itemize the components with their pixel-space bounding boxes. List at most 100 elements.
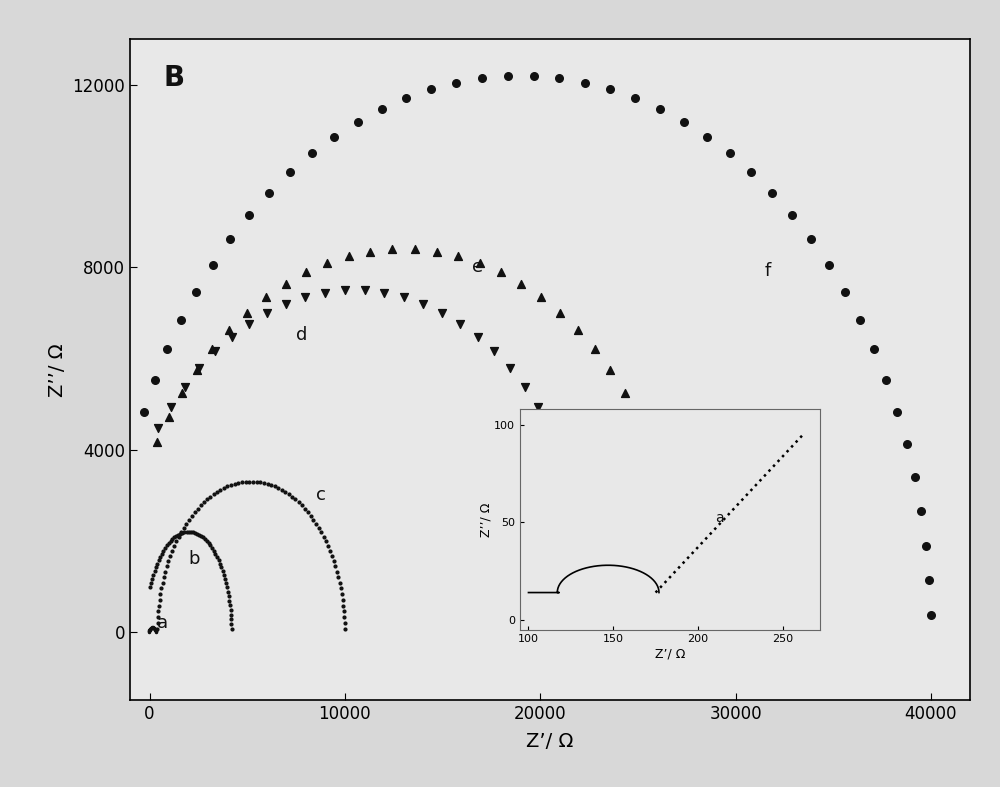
Point xyxy=(147,374,163,386)
Point xyxy=(564,469,580,482)
Point xyxy=(357,284,373,297)
Point xyxy=(502,362,518,375)
Point xyxy=(376,286,392,299)
Point xyxy=(297,291,313,304)
Point xyxy=(803,233,819,246)
Point xyxy=(676,116,692,128)
Point xyxy=(282,166,298,179)
Point xyxy=(676,577,692,589)
Point xyxy=(258,291,274,304)
Point xyxy=(159,343,175,356)
Point xyxy=(362,246,378,258)
Point xyxy=(304,147,320,160)
Text: c: c xyxy=(316,486,325,504)
Point xyxy=(189,364,205,377)
Point xyxy=(923,609,939,622)
Point xyxy=(261,187,277,199)
Point xyxy=(241,209,257,221)
Point xyxy=(319,257,335,269)
X-axis label: Z’/ Ω: Z’/ Ω xyxy=(526,732,574,751)
Point xyxy=(821,258,837,271)
Point xyxy=(630,411,646,423)
Point xyxy=(423,83,439,95)
Point xyxy=(764,187,780,199)
Point xyxy=(570,324,586,337)
Point xyxy=(205,258,221,271)
Point xyxy=(374,102,390,115)
Point xyxy=(188,285,204,297)
Point xyxy=(429,246,445,258)
Point xyxy=(579,520,595,533)
Point xyxy=(174,386,190,399)
Point xyxy=(474,72,490,84)
Y-axis label: Z’’/ Ω: Z’’/ Ω xyxy=(480,502,493,537)
Point xyxy=(396,291,412,304)
Point xyxy=(530,401,546,413)
Point xyxy=(500,70,516,83)
Point xyxy=(434,306,450,319)
Point xyxy=(699,131,715,143)
Point xyxy=(526,70,542,83)
Point xyxy=(552,306,568,319)
Point xyxy=(326,131,342,143)
Point xyxy=(866,343,882,356)
Point xyxy=(470,331,486,343)
Point xyxy=(627,91,643,104)
Point xyxy=(239,306,255,319)
Point xyxy=(878,374,894,386)
Point xyxy=(602,364,618,377)
Point xyxy=(384,243,400,256)
Point xyxy=(298,266,314,279)
Point xyxy=(222,233,238,246)
Point xyxy=(784,209,800,221)
Point xyxy=(278,278,294,290)
Text: f: f xyxy=(765,262,771,280)
Text: b: b xyxy=(189,549,200,567)
Point xyxy=(918,539,934,552)
Text: B: B xyxy=(164,64,185,91)
Point xyxy=(673,548,689,560)
Point xyxy=(517,380,533,393)
Point xyxy=(837,285,853,297)
Point xyxy=(448,76,464,89)
Point xyxy=(486,345,502,358)
Point xyxy=(551,72,567,84)
Point xyxy=(161,411,177,423)
Point xyxy=(173,313,189,326)
Point xyxy=(513,278,529,290)
Y-axis label: Z’’/ Ω: Z’’/ Ω xyxy=(48,343,67,397)
Point xyxy=(852,313,868,326)
Point xyxy=(907,471,923,484)
Point xyxy=(533,291,549,304)
Point xyxy=(722,147,738,160)
Point xyxy=(543,422,559,434)
Point xyxy=(913,505,929,518)
Point xyxy=(588,575,604,587)
Point xyxy=(554,445,570,458)
Point xyxy=(259,306,275,319)
Text: a: a xyxy=(715,512,724,526)
Point xyxy=(224,331,240,343)
Point xyxy=(667,519,683,531)
Point xyxy=(191,362,207,375)
Point xyxy=(642,436,658,449)
Point xyxy=(493,266,509,279)
Point xyxy=(899,438,915,450)
Point xyxy=(678,607,694,619)
Point xyxy=(278,297,294,310)
Point xyxy=(341,250,357,263)
Text: a: a xyxy=(157,615,168,633)
Point xyxy=(472,257,488,269)
X-axis label: Z’/ Ω: Z’/ Ω xyxy=(655,647,685,660)
Point xyxy=(584,547,600,560)
Point xyxy=(317,286,333,299)
Point xyxy=(177,380,193,393)
Text: d: d xyxy=(296,327,307,344)
Text: e: e xyxy=(472,258,483,276)
Point xyxy=(136,405,152,418)
Point xyxy=(587,343,603,356)
Point xyxy=(652,102,668,115)
Point xyxy=(221,324,237,337)
Point xyxy=(207,345,223,358)
Point xyxy=(150,422,166,434)
